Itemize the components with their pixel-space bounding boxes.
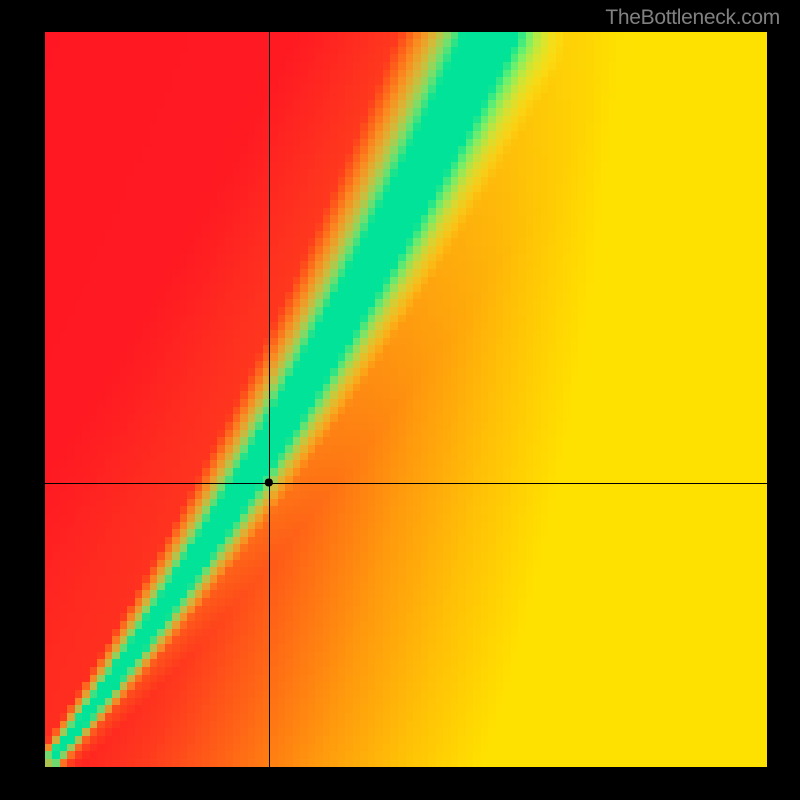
plot-wrapper bbox=[45, 32, 767, 767]
heatmap-canvas bbox=[45, 32, 767, 767]
chart-container: TheBottleneck.com bbox=[0, 0, 800, 800]
watermark-label: TheBottleneck.com bbox=[605, 6, 780, 30]
